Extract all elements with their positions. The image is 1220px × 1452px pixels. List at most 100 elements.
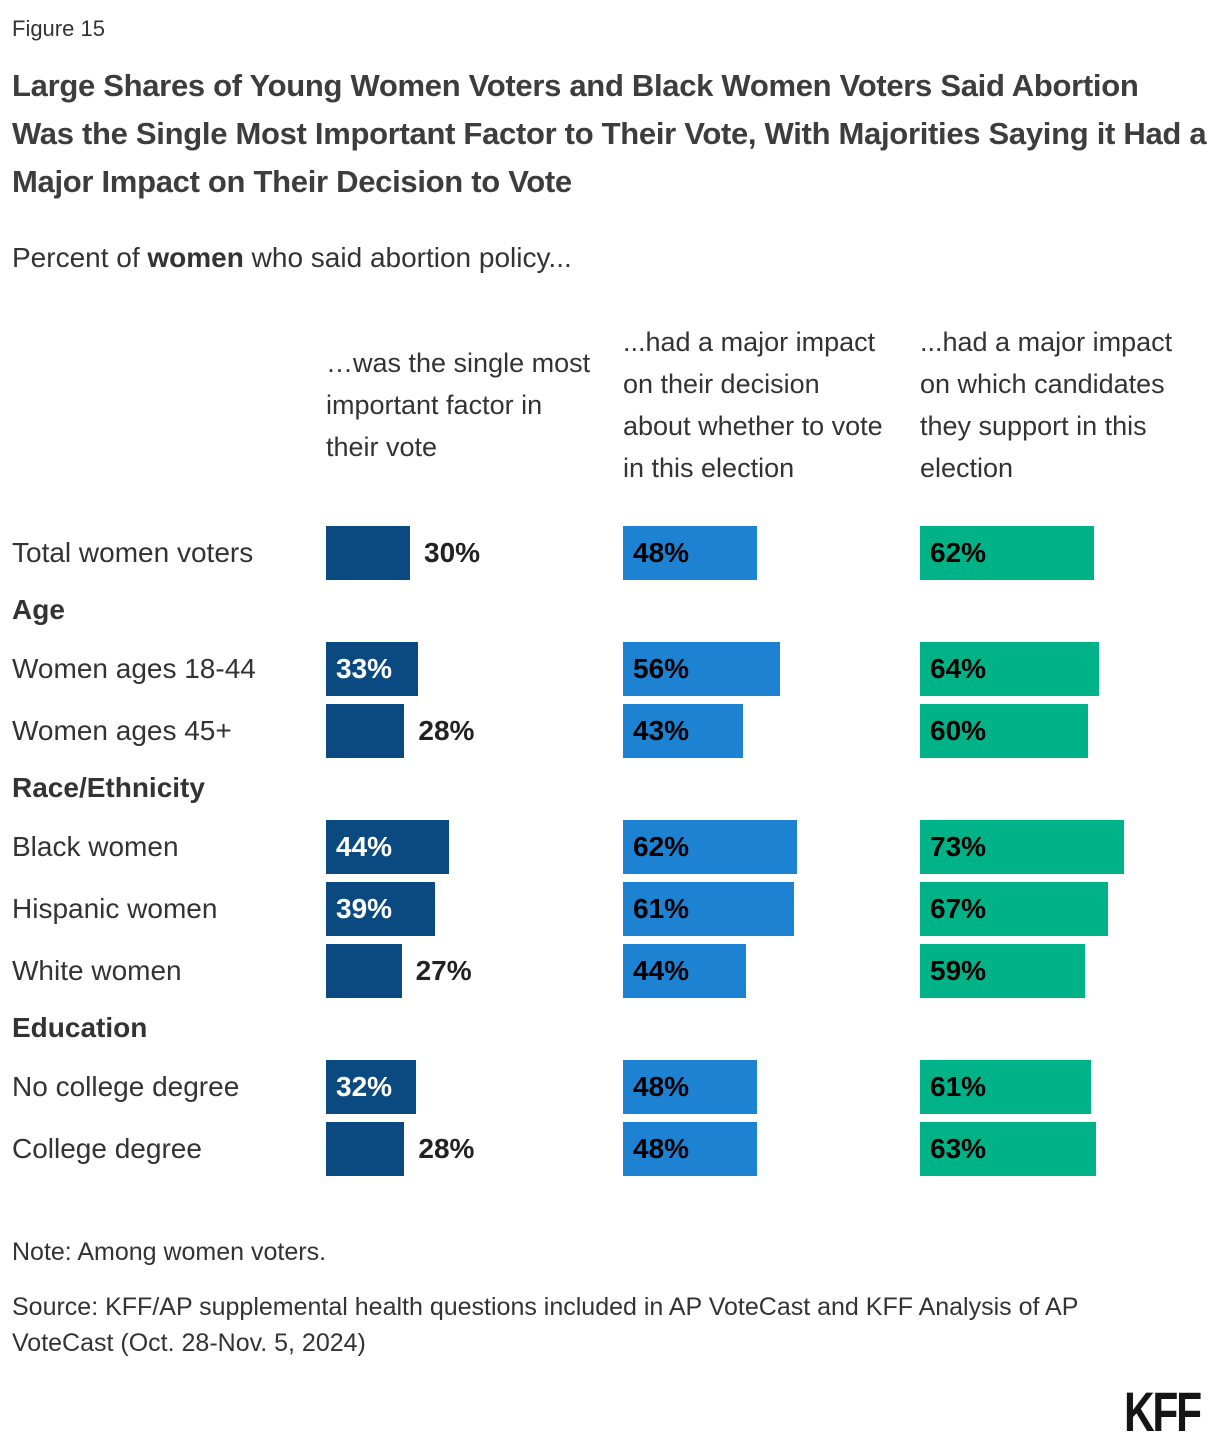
section-row: Education bbox=[12, 1006, 1208, 1050]
row-label: No college degree bbox=[12, 1071, 240, 1102]
bar-value-label: 63% bbox=[930, 1133, 987, 1164]
table-row: Black women 44% 62% 73% bbox=[12, 820, 1208, 874]
bar: 61% bbox=[623, 882, 794, 936]
bar-value-label: 44% bbox=[336, 831, 393, 862]
bar-value-label: 67% bbox=[930, 893, 987, 924]
bar: 63% bbox=[920, 1122, 1097, 1176]
bar-value-label: 61% bbox=[930, 1071, 987, 1102]
row-label: Total women voters bbox=[12, 537, 254, 568]
source-text: Source: KFF/AP supplemental health quest… bbox=[12, 1293, 1078, 1357]
bar-cell: 28% bbox=[326, 1122, 623, 1176]
bar-cell: 48% bbox=[623, 526, 920, 580]
bar: 44% bbox=[623, 944, 747, 998]
bar-value-label: 33% bbox=[336, 653, 393, 684]
bar: 32% bbox=[326, 1060, 416, 1114]
section-header: Education bbox=[12, 1012, 148, 1043]
bar-value-label: 39% bbox=[336, 893, 393, 924]
bar-value-label: 32% bbox=[336, 1071, 393, 1102]
bar: 44% bbox=[326, 820, 450, 874]
bar-cell: 61% bbox=[623, 882, 920, 936]
chart-title: Large Shares of Young Women Voters and B… bbox=[12, 68, 1207, 199]
bar-cell: 30% bbox=[326, 526, 623, 580]
table-row: Total women voters 30% 48% 62% bbox=[12, 526, 1208, 580]
bar-cell: 28% bbox=[326, 704, 623, 758]
row-label: Hispanic women bbox=[12, 893, 218, 924]
bar: 61% bbox=[920, 1060, 1091, 1114]
bar: 56% bbox=[623, 642, 780, 696]
chart-page: Figure 15 Large Shares of Young Women Vo… bbox=[12, 16, 1208, 1361]
bar: 43% bbox=[623, 704, 744, 758]
bar-value-label: 56% bbox=[633, 653, 690, 684]
chart-body: Total women voters 30% 48% 62% Age Women… bbox=[12, 526, 1208, 1176]
bar-cell: 48% bbox=[623, 1060, 920, 1114]
bar-cell: 64% bbox=[920, 642, 1208, 696]
bar: 48% bbox=[623, 1060, 758, 1114]
section-row: Age bbox=[12, 588, 1208, 632]
bar-value-label: 44% bbox=[633, 955, 690, 986]
bar: 59% bbox=[920, 944, 1086, 998]
column-headers-row: …was the single most important factor in… bbox=[12, 300, 1208, 510]
bar: 64% bbox=[920, 642, 1100, 696]
bar-value-label: 28% bbox=[418, 1133, 475, 1164]
column-header-3: ...had a major impact on which candidate… bbox=[920, 327, 1173, 483]
bar-cell: 44% bbox=[326, 820, 623, 874]
chart-footer: Note: Among women voters. Source: KFF/AP… bbox=[12, 1238, 1208, 1361]
bar-value-label: 48% bbox=[633, 1071, 690, 1102]
bar-value-label: 59% bbox=[930, 955, 987, 986]
bar-cell: 59% bbox=[920, 944, 1208, 998]
bar-cell: 39% bbox=[326, 882, 623, 936]
bar bbox=[326, 944, 402, 998]
bar: 73% bbox=[920, 820, 1125, 874]
bar: 48% bbox=[623, 1122, 758, 1176]
bar-cell: 73% bbox=[920, 820, 1208, 874]
kff-logo: KFF bbox=[1124, 1380, 1202, 1443]
bar-cell: 60% bbox=[920, 704, 1208, 758]
section-header: Race/Ethnicity bbox=[12, 772, 205, 803]
bar-cell: 43% bbox=[623, 704, 920, 758]
bar: 39% bbox=[326, 882, 436, 936]
bar-value-label: 62% bbox=[930, 537, 987, 568]
subtitle-bold-word: women bbox=[147, 242, 244, 273]
row-label: Women ages 45+ bbox=[12, 715, 232, 746]
row-label: Women ages 18-44 bbox=[12, 653, 256, 684]
bar-value-label: 28% bbox=[418, 715, 475, 746]
note-text: Note: Among women voters. bbox=[12, 1238, 327, 1266]
bar-cell: 61% bbox=[920, 1060, 1208, 1114]
column-header-2: ...had a major impact on their decision … bbox=[623, 327, 883, 483]
table-row: White women 27% 44% 59% bbox=[12, 944, 1208, 998]
bar: 67% bbox=[920, 882, 1108, 936]
bar-cell: 44% bbox=[623, 944, 920, 998]
bar-value-label: 27% bbox=[415, 955, 472, 986]
bar-cell: 33% bbox=[326, 642, 623, 696]
table-row: College degree 28% 48% 63% bbox=[12, 1122, 1208, 1176]
bar: 48% bbox=[623, 526, 758, 580]
bar bbox=[326, 526, 410, 580]
bar bbox=[326, 704, 405, 758]
bar-cell: 56% bbox=[623, 642, 920, 696]
bar: 62% bbox=[623, 820, 797, 874]
bar-value-label: 64% bbox=[930, 653, 987, 684]
bar: 33% bbox=[326, 642, 419, 696]
row-label: College degree bbox=[12, 1133, 202, 1164]
row-label: White women bbox=[12, 955, 182, 986]
subtitle-prefix: Percent of bbox=[12, 242, 148, 273]
table-row: Women ages 45+ 28% 43% 60% bbox=[12, 704, 1208, 758]
table-row: Hispanic women 39% 61% 67% bbox=[12, 882, 1208, 936]
bar: 60% bbox=[920, 704, 1088, 758]
subtitle-suffix: who said abortion policy... bbox=[243, 242, 572, 273]
bar-value-label: 62% bbox=[633, 831, 690, 862]
bar-value-label: 73% bbox=[930, 831, 987, 862]
bar-value-label: 61% bbox=[633, 893, 690, 924]
bar-cell: 63% bbox=[920, 1122, 1208, 1176]
bar-value-label: 60% bbox=[930, 715, 987, 746]
bar-value-label: 43% bbox=[633, 715, 690, 746]
bar bbox=[326, 1122, 405, 1176]
bar-cell: 62% bbox=[623, 820, 920, 874]
bar-cell: 27% bbox=[326, 944, 623, 998]
chart-subtitle: Percent of women who said abortion polic… bbox=[12, 242, 1208, 274]
table-row: No college degree 32% 48% 61% bbox=[12, 1060, 1208, 1114]
bar-cell: 48% bbox=[623, 1122, 920, 1176]
bar-cell: 67% bbox=[920, 882, 1208, 936]
bar: 62% bbox=[920, 526, 1094, 580]
bar-value-label: 48% bbox=[633, 1133, 690, 1164]
